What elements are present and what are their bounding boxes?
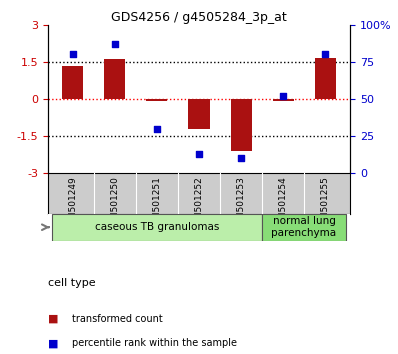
Text: transformed count: transformed count xyxy=(72,314,162,324)
Text: ■: ■ xyxy=(48,314,58,324)
Text: GSM501252: GSM501252 xyxy=(195,177,203,231)
Bar xyxy=(314,58,336,99)
Text: GSM501253: GSM501253 xyxy=(236,177,246,232)
Bar xyxy=(189,99,209,129)
Text: normal lung
parenchyma: normal lung parenchyma xyxy=(271,216,337,238)
Text: cell type: cell type xyxy=(48,278,96,288)
Bar xyxy=(52,214,262,241)
Title: GDS4256 / g4505284_3p_at: GDS4256 / g4505284_3p_at xyxy=(111,11,287,24)
Text: GSM501249: GSM501249 xyxy=(68,177,78,231)
Bar xyxy=(230,99,252,151)
Point xyxy=(280,93,286,99)
Bar xyxy=(146,99,168,101)
Point xyxy=(112,41,118,47)
Bar xyxy=(62,65,84,99)
Point xyxy=(154,126,160,132)
Point xyxy=(196,151,202,157)
Point xyxy=(238,155,244,161)
Text: GSM501251: GSM501251 xyxy=(152,177,162,232)
Text: ■: ■ xyxy=(48,338,58,348)
Text: percentile rank within the sample: percentile rank within the sample xyxy=(72,338,237,348)
Text: GSM501254: GSM501254 xyxy=(279,177,287,231)
Point xyxy=(322,52,328,57)
Bar xyxy=(273,99,293,102)
Text: caseous TB granulomas: caseous TB granulomas xyxy=(95,222,219,232)
Text: GSM501255: GSM501255 xyxy=(320,177,330,232)
Text: GSM501250: GSM501250 xyxy=(111,177,119,232)
Bar xyxy=(104,59,125,99)
Point xyxy=(70,52,76,57)
Bar xyxy=(262,214,346,241)
